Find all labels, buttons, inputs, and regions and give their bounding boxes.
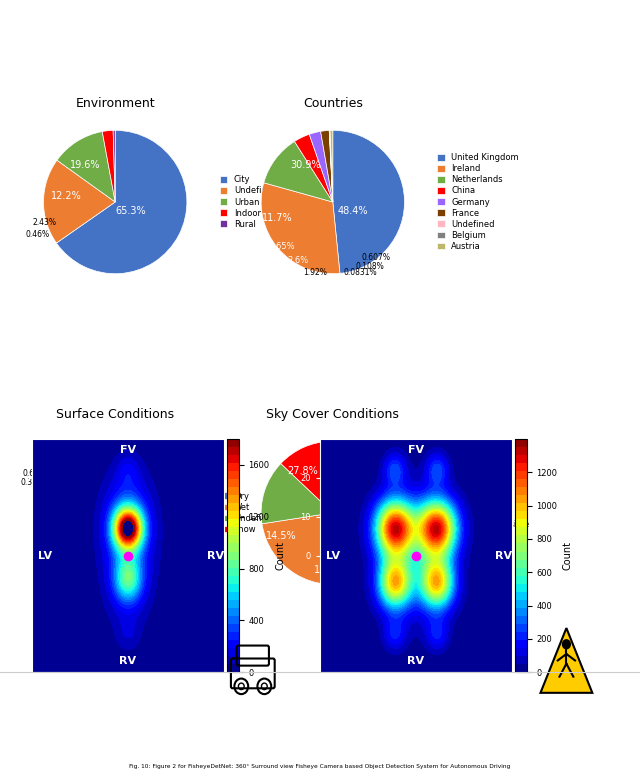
Title: Density map: Density map [381, 428, 451, 438]
Wedge shape [262, 513, 356, 584]
Wedge shape [333, 131, 404, 274]
Wedge shape [281, 441, 333, 513]
Wedge shape [330, 131, 333, 202]
Wedge shape [321, 131, 333, 202]
Text: 44.7%: 44.7% [337, 511, 368, 521]
Wedge shape [44, 441, 187, 584]
Text: 27.8%: 27.8% [287, 466, 318, 476]
Text: LV: LV [38, 551, 52, 560]
Wedge shape [114, 441, 115, 513]
Text: 48.4%: 48.4% [338, 206, 368, 216]
Polygon shape [540, 628, 593, 693]
Wedge shape [330, 131, 333, 202]
Wedge shape [261, 183, 340, 274]
Text: 12.7%: 12.7% [63, 459, 93, 469]
Wedge shape [329, 131, 333, 202]
Text: 19.6%: 19.6% [70, 160, 100, 169]
Text: 86.3%: 86.3% [106, 514, 136, 524]
Text: LV: LV [326, 551, 340, 560]
Y-axis label: Count: Count [275, 541, 285, 570]
Text: 0.108%: 0.108% [356, 262, 385, 271]
Text: 0.46%: 0.46% [26, 231, 50, 239]
Text: 1.92%: 1.92% [303, 268, 327, 277]
Text: FV: FV [408, 444, 424, 455]
Wedge shape [333, 441, 404, 580]
Wedge shape [309, 131, 333, 202]
Legend: United Kingdom, Ireland, Netherlands, China, Germany, France, Undefined, Belgium: United Kingdom, Ireland, Netherlands, Ch… [436, 152, 521, 253]
Wedge shape [61, 441, 115, 513]
Circle shape [562, 639, 571, 650]
Text: 0.607%: 0.607% [362, 253, 390, 263]
Wedge shape [111, 441, 115, 513]
Text: 12.2%: 12.2% [51, 191, 82, 201]
Wedge shape [113, 131, 115, 202]
Text: 0.0831%: 0.0831% [343, 268, 377, 277]
Title: Sky Cover Conditions: Sky Cover Conditions [266, 408, 399, 420]
Wedge shape [261, 464, 333, 524]
Text: 0.66%: 0.66% [23, 469, 47, 478]
Text: Fig. 10: Figure 2 for FisheyeDetNet: 360° Surround view Fisheye Camera based Obj: Fig. 10: Figure 2 for FisheyeDetNet: 360… [129, 765, 511, 769]
Text: RV: RV [207, 551, 224, 560]
Wedge shape [57, 131, 115, 202]
Title: Density map: Density map [93, 428, 163, 438]
Text: RV: RV [495, 551, 512, 560]
Text: 65.3%: 65.3% [116, 206, 147, 216]
Wedge shape [44, 160, 115, 243]
Legend: Dry, Wet, Undefined, Snow: Dry, Wet, Undefined, Snow [218, 490, 279, 535]
Wedge shape [330, 441, 333, 513]
Text: 14.5%: 14.5% [266, 531, 296, 541]
Wedge shape [294, 134, 333, 202]
Wedge shape [264, 141, 333, 202]
Text: 30.9%: 30.9% [291, 160, 321, 169]
Text: 11.7%: 11.7% [262, 213, 292, 223]
Text: 12.4%: 12.4% [314, 565, 344, 575]
Wedge shape [56, 131, 187, 274]
Legend: City, Undefined, Urban, Indoor, Rural: City, Undefined, Urban, Indoor, Rural [218, 174, 279, 230]
Text: RV: RV [120, 657, 136, 667]
Text: 0.521%: 0.521% [356, 570, 385, 579]
Wedge shape [102, 131, 115, 202]
Title: Environment: Environment [76, 97, 155, 110]
X-axis label: Distance (m): Distance (m) [385, 692, 447, 702]
Text: RV: RV [408, 657, 424, 667]
Text: FV: FV [120, 444, 136, 455]
Title: Countries: Countries [303, 97, 363, 110]
Text: 2.6%: 2.6% [288, 256, 309, 265]
Text: 0.339%: 0.339% [20, 478, 49, 487]
Text: 3.65%: 3.65% [268, 242, 294, 251]
X-axis label: Distance (m): Distance (m) [97, 692, 159, 702]
Legend: Cloudy, Clear, Overcast, Obscured/Invisible, Undefined: Cloudy, Clear, Overcast, Obscured/Invisi… [436, 485, 531, 541]
Y-axis label: Count: Count [563, 541, 573, 570]
Text: 2.43%: 2.43% [33, 218, 57, 227]
Title: Surface Conditions: Surface Conditions [56, 408, 174, 420]
